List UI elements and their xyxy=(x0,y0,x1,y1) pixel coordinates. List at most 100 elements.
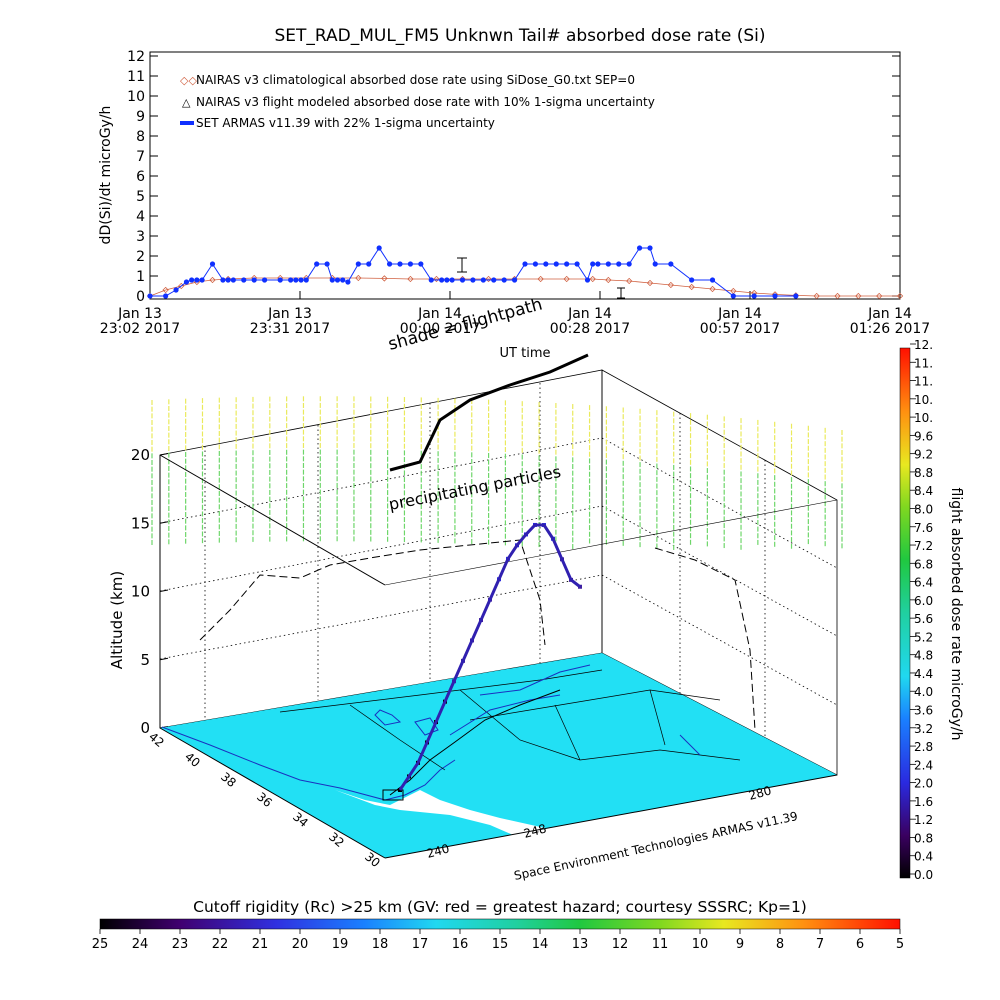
data-point-armas xyxy=(366,261,372,267)
right-colorbar-tick-label: 4.0 xyxy=(914,685,933,699)
data-point-armas xyxy=(261,277,268,283)
longitude-tick-label: 240 xyxy=(425,841,451,860)
data-point-armas xyxy=(668,261,674,267)
box-edge xyxy=(159,454,386,586)
bottom-colorbar-tick-label: 18 xyxy=(372,937,389,952)
right-colorbar-tick-label: 9.2 xyxy=(914,448,933,462)
data-point-nairas xyxy=(355,274,362,282)
border-line xyxy=(649,689,666,746)
right-colorbar-tick-label: 0.4 xyxy=(914,850,933,864)
data-point-nairas xyxy=(209,276,216,284)
box-edges xyxy=(159,454,838,859)
data-point-armas xyxy=(564,261,570,267)
flight-path-3d xyxy=(398,522,582,792)
data-point-armas xyxy=(751,293,757,299)
x-tick-label: 00:00 2017 xyxy=(400,321,480,337)
y-tick-label: 12 xyxy=(127,49,145,65)
bottom-colorbar-tick-label: 21 xyxy=(252,937,269,952)
z-tick-mark xyxy=(159,657,169,661)
right-colorbar-tick-label: 6.4 xyxy=(914,576,933,590)
right-colorbar-tick-label: 0.8 xyxy=(914,831,933,845)
bottom-colorbar-tick-label: 8 xyxy=(776,937,784,952)
right-colorbar-label: flight absorbed dose rate microGy/h xyxy=(948,488,964,741)
river-line xyxy=(479,664,591,696)
top-legend: ◇◇ NAIRAS v3 climatological absorbed dos… xyxy=(180,73,655,130)
bottom-colorbar-tick-label: 5 xyxy=(896,937,904,952)
data-point-armas xyxy=(334,277,341,283)
right-colorbar-tick-label: 3.2 xyxy=(914,722,933,736)
right-colorbar-tick-label: 2.8 xyxy=(914,740,933,754)
z-axis-label: Altitude (km) xyxy=(108,571,126,669)
right-colorbar-tick-label: 2.4 xyxy=(914,758,933,772)
river-line xyxy=(374,709,402,726)
right-colorbar-tick-label: 11. xyxy=(914,356,933,370)
data-point-nairas xyxy=(605,276,612,284)
y-tick-label: 2 xyxy=(136,249,145,265)
data-point-nairas xyxy=(709,285,716,293)
data-point-armas xyxy=(470,277,476,283)
top-y-axis-label: dD(Si)/dt microGy/h xyxy=(98,106,114,245)
bottom-colorbar-tick-label: 16 xyxy=(452,937,469,952)
y-tick-label: 4 xyxy=(136,209,145,225)
x-tick-label: 00:28 2017 xyxy=(550,321,630,337)
data-point-nairas xyxy=(563,275,570,283)
y-tick-label: 11 xyxy=(127,69,145,85)
data-point-nairas xyxy=(407,275,414,283)
grid-line xyxy=(601,505,838,637)
flight-path-ground-box xyxy=(382,789,404,801)
data-point-armas xyxy=(501,277,507,283)
bottom-colorbar-tick-label: 6 xyxy=(856,937,864,952)
legend-item-nairas-clim: NAIRAS v3 climatological absorbed dose r… xyxy=(196,73,635,87)
right-colorbar-tick-label: 7.2 xyxy=(914,539,933,553)
z-tick-mark xyxy=(159,521,169,524)
right-colorbar-tick-label: 12. xyxy=(914,338,933,352)
x-tick-label: Jan 13 xyxy=(267,306,312,322)
bottom-colorbar-tick-label: 10 xyxy=(692,937,709,952)
data-point-armas xyxy=(220,277,226,283)
bottom-colorbar-tick-label: 23 xyxy=(172,937,189,952)
bottom-colorbar-ticks: 25 24 23 22 21 20 19 18 17 16 15 14 13 12 11 10 9 8 7 6 5 xyxy=(92,929,904,952)
data-point-armas xyxy=(147,293,153,299)
y-tick-label: 5 xyxy=(136,189,145,205)
data-point-nairas xyxy=(589,275,596,283)
data-point-nairas xyxy=(646,279,654,287)
right-colorbar-tick-label: 8.4 xyxy=(914,484,933,498)
right-colorbar-tick-label: 5.2 xyxy=(914,630,933,644)
grid-line xyxy=(601,437,838,569)
right-colorbar-tick-label: 0.0 xyxy=(914,868,933,882)
bottom-colorbar-label: Cutoff rigidity (Rc) >25 km (GV: red = g… xyxy=(193,898,807,916)
data-point-armas xyxy=(511,277,518,283)
data-point-armas xyxy=(376,245,382,251)
grid-line xyxy=(159,437,603,524)
y-tick-label: 6 xyxy=(136,169,145,185)
x-tick-label: Jan 14 xyxy=(717,306,762,322)
data-point-armas xyxy=(491,277,497,283)
right-colorbar-tick-label: 5.6 xyxy=(914,612,933,626)
y-tick-label: 1 xyxy=(136,269,145,285)
data-point-nairas xyxy=(537,275,544,283)
data-point-armas xyxy=(230,277,236,283)
data-point-armas xyxy=(194,277,200,283)
border-line xyxy=(554,704,581,761)
data-point-armas xyxy=(652,261,658,267)
data-point-nairas xyxy=(381,275,388,282)
data-point-armas xyxy=(459,277,466,283)
right-colorbar-tick-label: 4.4 xyxy=(914,667,933,681)
ocean-region xyxy=(335,790,545,838)
data-point-armas xyxy=(480,277,486,283)
x-tick-label: 00:57 2017 xyxy=(700,321,780,337)
data-point-armas xyxy=(340,277,346,283)
data-point-armas xyxy=(303,277,309,283)
right-colorbar-tick-label: 1.2 xyxy=(914,813,933,827)
right-colorbar-tick-label: 6.0 xyxy=(914,594,933,608)
data-point-armas xyxy=(288,277,294,283)
data-point-armas xyxy=(522,261,528,267)
y-tick-label: 9 xyxy=(136,109,145,125)
data-point-armas xyxy=(251,277,257,283)
y-tick-label: 3 xyxy=(136,229,145,245)
map-floor xyxy=(160,653,837,858)
data-point-nairas xyxy=(485,275,492,283)
right-colorbar-tick-label: 10. xyxy=(914,411,933,425)
data-point-armas xyxy=(428,277,434,283)
